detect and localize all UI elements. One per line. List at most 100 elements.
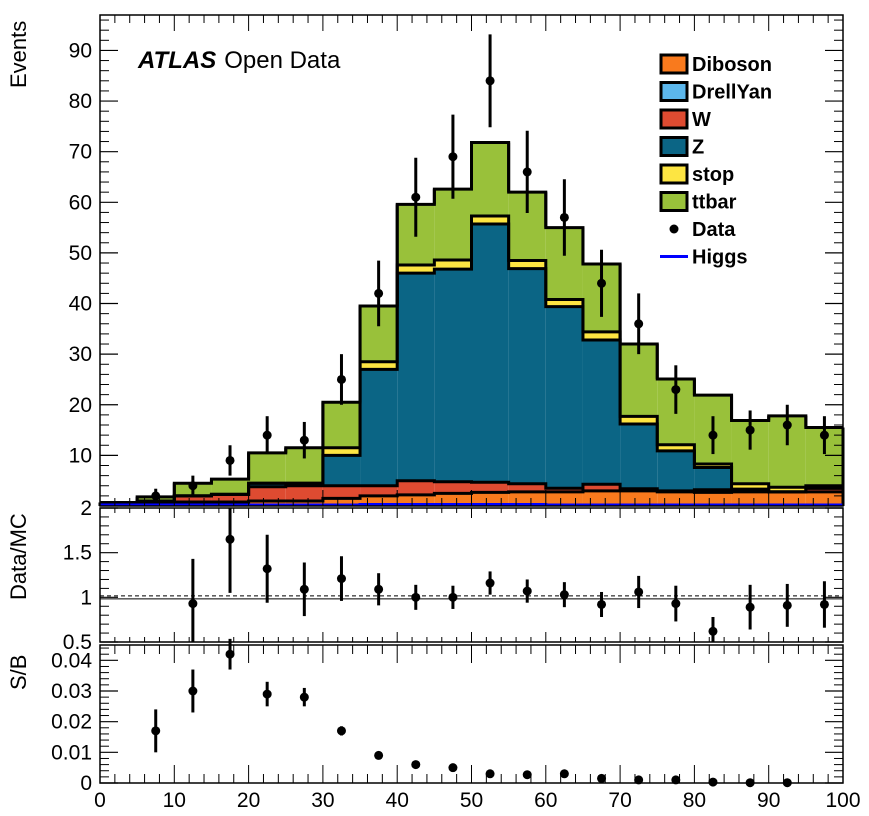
bar-stop-16 <box>694 463 732 468</box>
sb-point <box>299 692 309 702</box>
y-tick-label: 2 <box>80 497 92 520</box>
bar-w-19 <box>805 488 843 492</box>
ratio-point <box>782 600 792 610</box>
ratio-point <box>336 574 346 584</box>
sb-point <box>522 770 532 780</box>
y-tick-label: 40 <box>69 293 92 316</box>
ratio-point <box>708 626 718 636</box>
sb-point <box>151 726 161 736</box>
bar-ttbar-9 <box>434 189 472 260</box>
ratio-point <box>225 534 235 544</box>
bar-diboson-8 <box>397 494 435 506</box>
sb-axes: 0 0.01 0.02 0.03 0.04 0 10 20 30 40 50 60 70 80 90 100 <box>51 644 861 812</box>
x-tick-label: 50 <box>460 789 483 812</box>
bar-diboson-12 <box>545 491 583 506</box>
legend-label-higgs: Higgs <box>692 247 748 269</box>
bar-z-4 <box>248 483 286 487</box>
y-tick-label: 0.04 <box>51 649 92 672</box>
bar-diboson-5 <box>285 500 323 506</box>
data-point <box>671 385 681 395</box>
sb-point <box>708 777 718 787</box>
data-mc-points <box>100 508 843 642</box>
bar-w-10 <box>471 482 509 493</box>
legend-item-diboson: Diboson <box>659 53 772 76</box>
bar-z-16 <box>694 467 732 490</box>
legend-label-diboson: Diboson <box>692 54 772 76</box>
legend-label-drellyan: DrellYan <box>692 82 772 104</box>
events-axes: 10 20 30 40 50 60 70 80 90 <box>69 14 844 507</box>
bar-z-13 <box>582 339 621 485</box>
bar-w-11 <box>508 483 546 492</box>
bar-stop-15 <box>657 444 695 451</box>
data-point <box>559 212 569 222</box>
ratio-point <box>188 599 198 609</box>
bar-w-3 <box>211 494 249 502</box>
legend-swatch-z <box>659 136 689 157</box>
legend-item-z: Z <box>659 136 704 159</box>
data-points <box>151 34 829 504</box>
bar-z-12 <box>545 306 583 489</box>
bar-diboson-19 <box>805 491 843 506</box>
ratio-point <box>819 599 829 609</box>
stacked-histogram <box>98 141 845 507</box>
sb-point <box>411 760 421 770</box>
legend-marker-data <box>669 224 679 234</box>
data-mc-y-axis-label: Data/MC <box>6 513 31 600</box>
data-point <box>188 481 198 491</box>
x-tick-label: 30 <box>311 789 334 812</box>
data-mc-frame <box>99 507 844 643</box>
bar-w-12 <box>545 488 583 492</box>
legend-label-z: Z <box>692 137 704 159</box>
legend-label-w: W <box>692 109 711 131</box>
ratio-point <box>262 564 272 574</box>
data-point <box>597 278 607 288</box>
bar-w-6 <box>322 485 361 499</box>
bar-stop-7 <box>360 361 398 370</box>
bar-stop-14 <box>620 416 658 424</box>
sb-point <box>671 775 681 785</box>
legend-item-higgs: Higgs <box>660 247 748 269</box>
sb-panel: 00.010.020.030.040 10 20 30 40 50 60 70 80 90 100 … <box>6 638 861 812</box>
ratio-point <box>745 602 755 612</box>
sb-point <box>225 649 235 659</box>
data-point <box>819 430 829 440</box>
x-tick-label: 0 <box>94 789 106 812</box>
legend-swatch-diboson <box>659 53 689 75</box>
sb-point <box>559 769 569 779</box>
y-tick-label: 60 <box>69 191 92 214</box>
bar-w-9 <box>434 481 472 494</box>
y-tick-label: 10 <box>69 444 92 467</box>
legend-label-data: Data <box>692 219 736 241</box>
ratio-point <box>522 586 532 596</box>
sb-point <box>634 775 644 785</box>
bar-ttbar-4 <box>248 452 286 484</box>
x-tick-label: 70 <box>608 789 631 812</box>
bar-stop-18 <box>768 487 806 492</box>
legend-item-data: Data <box>669 219 736 241</box>
sb-point <box>485 769 495 779</box>
data-point <box>708 430 718 440</box>
bar-diboson-11 <box>508 491 546 506</box>
y-tick-label: 0.03 <box>51 680 92 703</box>
y-tick-label: 50 <box>69 242 92 265</box>
sb-point <box>597 773 607 783</box>
bar-diboson-7 <box>360 495 398 506</box>
ratio-point <box>634 587 644 597</box>
bar-stop-6 <box>322 447 361 456</box>
x-tick-label: 90 <box>757 789 780 812</box>
data-point <box>411 192 421 202</box>
atlas-label-bold: ATLAS Open Data <box>137 47 341 74</box>
y-tick-label: 0.5 <box>63 631 92 654</box>
bar-w-2 <box>174 495 212 502</box>
data-mc-panel: 0.5 1 1.5 2 Data/MC <box>6 497 844 654</box>
data-point <box>225 455 235 465</box>
bar-stop-10 <box>471 215 509 225</box>
ratio-point <box>671 599 681 609</box>
y-tick-label: 1.5 <box>63 542 92 565</box>
sb-frame <box>99 644 844 784</box>
sb-y-axis-label: S/B <box>6 655 31 690</box>
sb-point <box>374 750 384 760</box>
x-tick-label: 80 <box>683 789 706 812</box>
bar-stop-9 <box>434 259 472 270</box>
bar-stop-13 <box>582 331 621 340</box>
